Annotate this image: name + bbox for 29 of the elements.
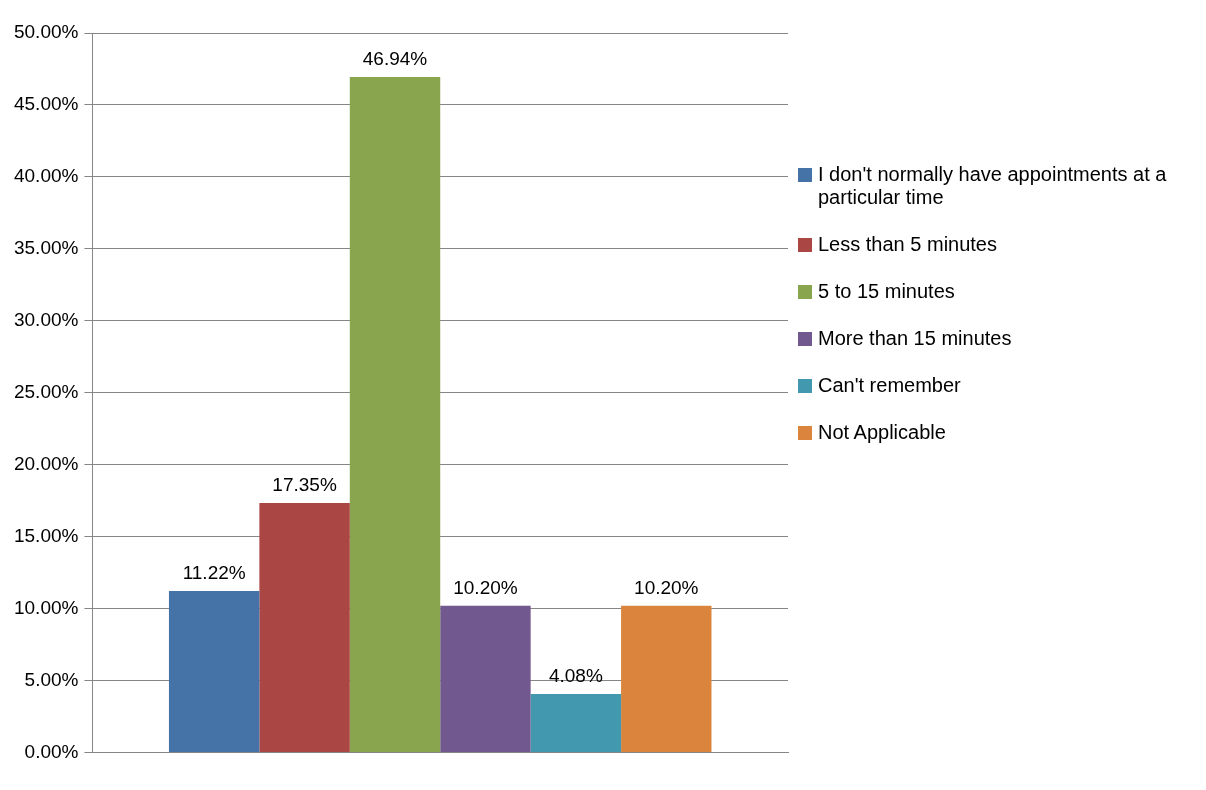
- y-tick-label: 20.00%: [13, 452, 79, 474]
- y-tick-label: 5.00%: [24, 668, 79, 690]
- y-tick-label: 10.00%: [13, 596, 79, 618]
- data-label: 4.08%: [548, 664, 603, 686]
- bar: [440, 605, 531, 753]
- bar: [530, 693, 622, 753]
- y-tick-label: 35.00%: [13, 237, 79, 259]
- legend-label: Less than 5 minutes: [818, 232, 997, 256]
- y-tick-label: 25.00%: [13, 381, 79, 403]
- legend-label: Can't remember: [818, 373, 961, 397]
- y-tick-label: 50.00%: [13, 21, 79, 43]
- y-tick-label: 40.00%: [13, 165, 79, 187]
- legend-label: More than 15 minutes: [818, 326, 1012, 350]
- legend-label: Not Applicable: [818, 420, 946, 444]
- legend-label: 5 to 15 minutes: [818, 279, 955, 303]
- bar: [259, 502, 350, 753]
- data-label: 10.20%: [634, 576, 699, 598]
- y-tick-label: 45.00%: [13, 93, 79, 115]
- bar: [168, 591, 260, 753]
- y-tick-label: 0.00%: [24, 740, 79, 762]
- data-label: 17.35%: [272, 473, 337, 495]
- legend-label: I don't normally have appointments at a particular time: [818, 162, 1168, 209]
- data-label: 46.94%: [362, 47, 428, 69]
- data-label: 11.22%: [182, 561, 246, 583]
- y-tick-label: 30.00%: [13, 309, 79, 331]
- bar: [621, 605, 712, 753]
- data-label: 10.20%: [453, 576, 518, 598]
- bar: [349, 77, 441, 753]
- y-tick-label: 15.00%: [13, 524, 79, 546]
